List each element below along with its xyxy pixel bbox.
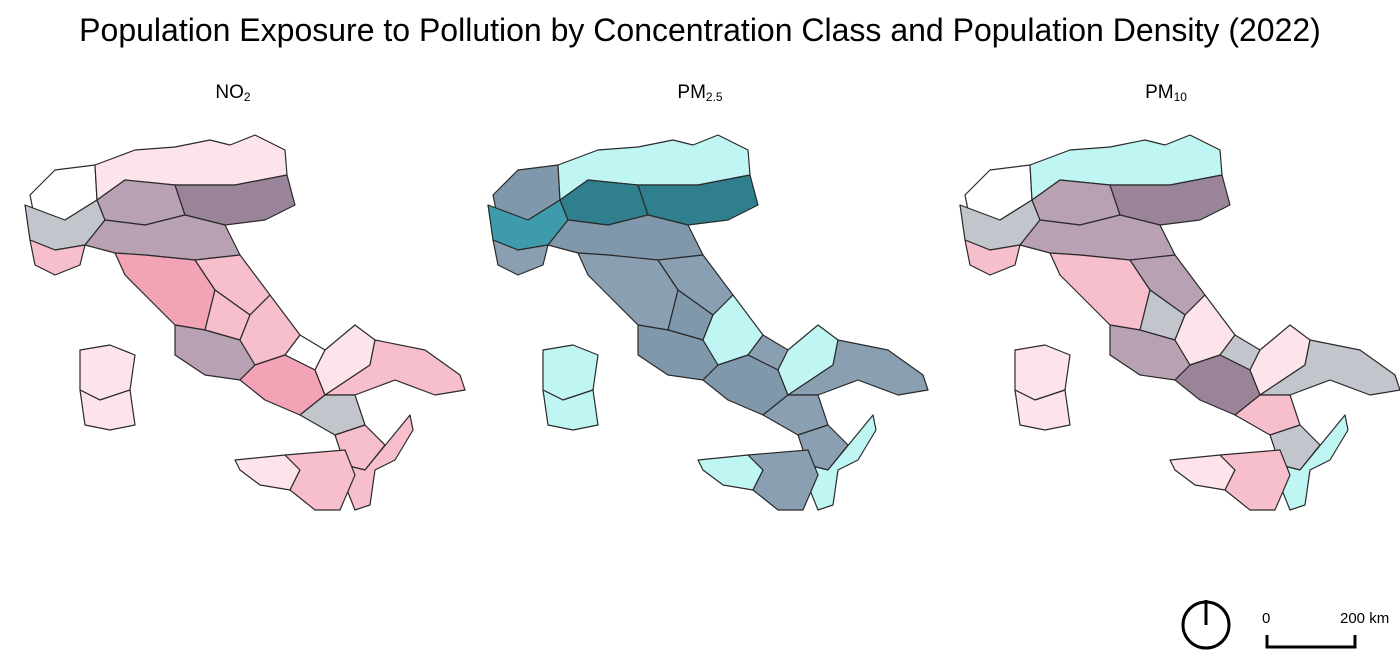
region-sardinia-s <box>542 389 599 431</box>
chart-title: Population Exposure to Pollution by Conc… <box>79 12 1321 48</box>
map-no2 <box>24 134 466 511</box>
region-sicily-e <box>747 449 819 511</box>
scale-end-label: 200 km <box>1340 610 1390 627</box>
panel-title-pm10: PM10 <box>1145 82 1187 104</box>
region-sicily-e <box>284 449 356 511</box>
region-sicily-e <box>1219 449 1291 511</box>
region-liguria <box>492 239 549 276</box>
region-sardinia-s <box>79 389 136 431</box>
map-pm10 <box>959 134 1400 511</box>
region-liguria <box>29 239 86 276</box>
north-arrow-icon <box>1181 600 1231 650</box>
region-calabria-s <box>807 414 877 511</box>
scale-bar <box>1265 635 1357 649</box>
map-pm25 <box>487 134 929 511</box>
region-sardinia-s <box>1014 389 1071 431</box>
panel-title-pm25: PM2.5 <box>677 82 723 104</box>
scale-start-label: 0 <box>1262 610 1271 627</box>
region-calabria-s <box>344 414 414 511</box>
panel-title-no2: NO2 <box>215 82 251 104</box>
region-liguria <box>964 239 1021 276</box>
region-calabria-s <box>1279 414 1349 511</box>
